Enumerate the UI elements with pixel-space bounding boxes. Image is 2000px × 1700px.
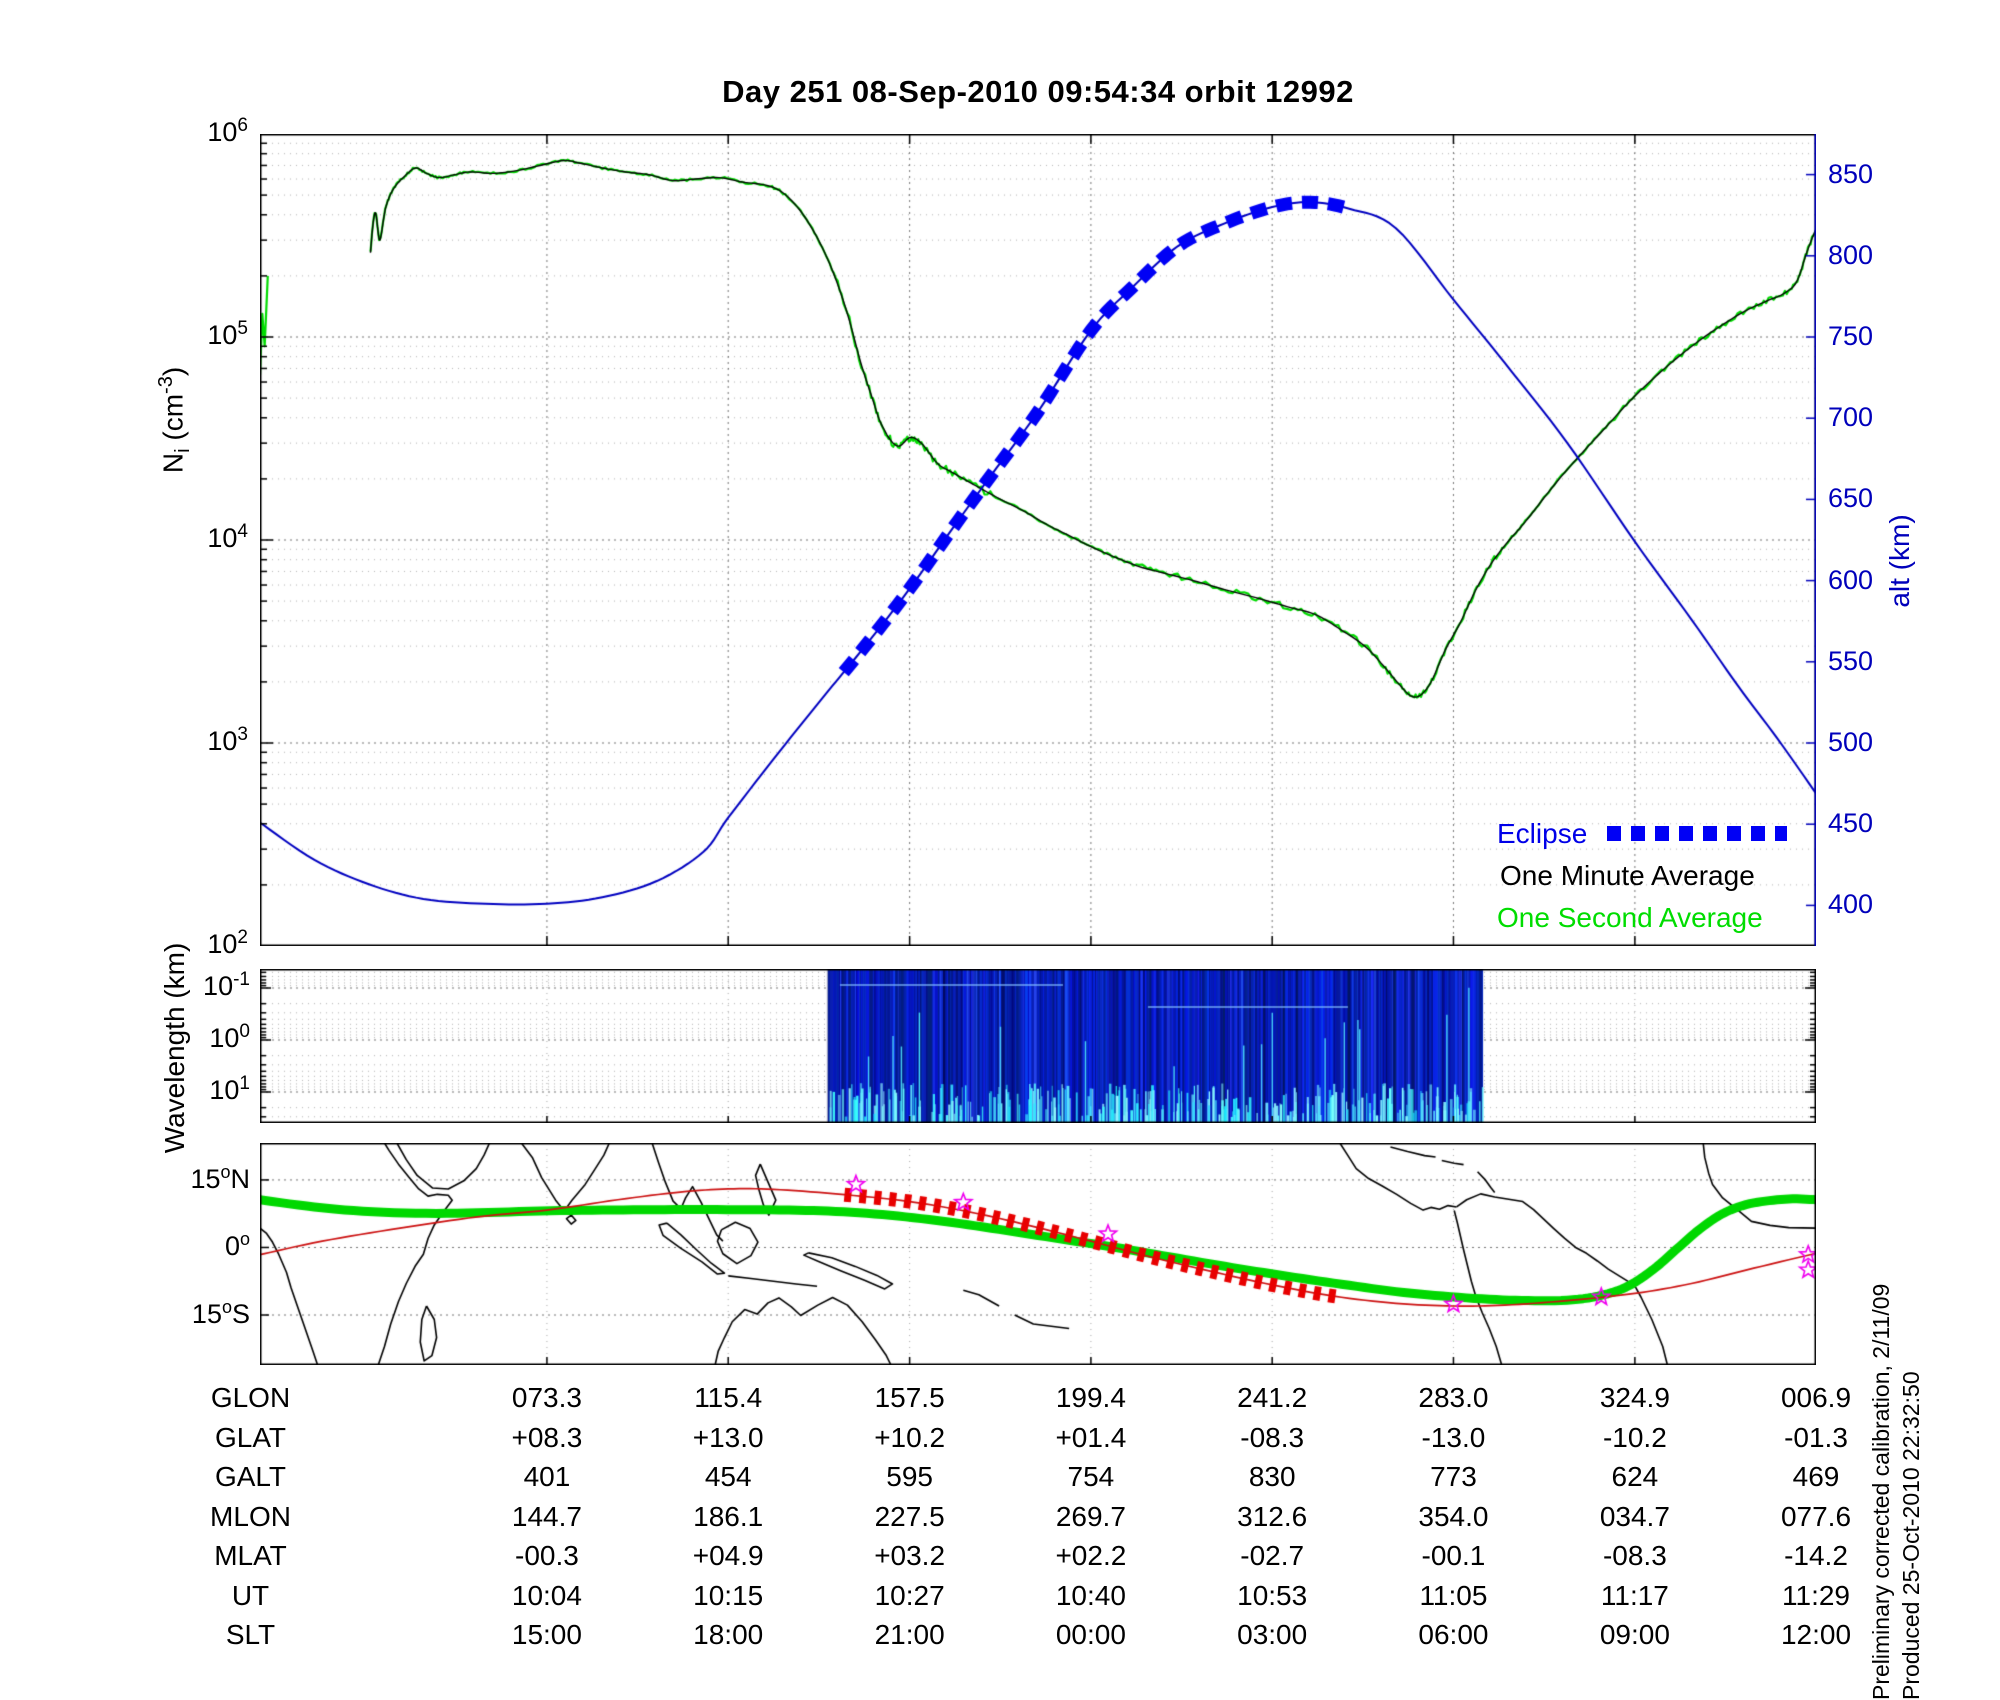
wavelength-tick-label: 100 bbox=[209, 1020, 250, 1053]
table-cell: 227.5 bbox=[874, 1501, 945, 1532]
side-note-produced: Produced 25-Oct-2010 22:32:50 bbox=[1898, 1371, 1924, 1700]
table-cell: 15:00 bbox=[511, 1619, 582, 1650]
table-cell: 186.1 bbox=[693, 1501, 764, 1532]
legend-eclipse-label: Eclipse bbox=[1497, 818, 1588, 849]
table-cell: 18:00 bbox=[693, 1619, 764, 1650]
table-cell: 077.6 bbox=[1780, 1501, 1852, 1532]
altitude-tick-label: 500 bbox=[1828, 727, 1874, 757]
map-lat-label: 15oS bbox=[191, 1297, 250, 1330]
altitude-tick-label: 550 bbox=[1828, 645, 1874, 676]
table-cell: -01.3 bbox=[1784, 1422, 1848, 1453]
legend-one-second-label: One Second Average bbox=[1497, 902, 1763, 933]
table-cell: 11:05 bbox=[1419, 1580, 1488, 1611]
table-cell: -02.7 bbox=[1240, 1540, 1305, 1571]
wavelength-tick-label: 101 bbox=[209, 1072, 250, 1105]
density-tick-label: 104 bbox=[207, 521, 248, 553]
table-cell: -14.2 bbox=[1784, 1540, 1848, 1571]
table-cell: 157.5 bbox=[874, 1382, 945, 1413]
map-lat-label: 15oN bbox=[190, 1161, 250, 1194]
altitude-tick-label: 850 bbox=[1828, 158, 1874, 189]
density-tick-label: 105 bbox=[207, 318, 248, 350]
table-cell: 12:00 bbox=[1780, 1619, 1852, 1650]
map-lat-label: 0o bbox=[224, 1229, 250, 1262]
table-cell: 595 bbox=[886, 1461, 933, 1492]
wavelength-spectrogram-canvas bbox=[260, 969, 1816, 1123]
table-cell: 115.4 bbox=[694, 1382, 763, 1413]
table-cell: 10:15 bbox=[693, 1580, 764, 1611]
table-cell: 21:00 bbox=[874, 1619, 945, 1650]
legend-one-minute-label: One Minute Average bbox=[1500, 860, 1755, 891]
table-cell: +13.0 bbox=[692, 1422, 764, 1453]
table-cell: -13.0 bbox=[1421, 1422, 1486, 1453]
table-cell: +03.2 bbox=[874, 1540, 946, 1571]
table-cell: 06:00 bbox=[1418, 1619, 1489, 1650]
table-cell: 11:17 bbox=[1600, 1580, 1669, 1611]
table-cell: 241.2 bbox=[1237, 1382, 1308, 1413]
table-cell: 006.9 bbox=[1780, 1382, 1852, 1413]
table-cell: +04.9 bbox=[692, 1540, 764, 1571]
table-cell: +08.3 bbox=[511, 1422, 583, 1453]
density-altitude-plot-canvas bbox=[260, 134, 1816, 946]
density-tick-label: 102 bbox=[207, 927, 248, 959]
side-note-calibration: Preliminary corrected calibration, 2/11/… bbox=[1868, 1283, 1894, 1700]
table-cell: 10:53 bbox=[1237, 1580, 1308, 1611]
altitude-tick-label: 750 bbox=[1828, 321, 1874, 351]
table-cell: 269.7 bbox=[1055, 1501, 1126, 1532]
table-row-label: MLAT bbox=[214, 1540, 287, 1571]
table-cell: 10:40 bbox=[1055, 1580, 1126, 1611]
density-tick-label: 106 bbox=[207, 115, 248, 147]
table-row-label: SLT bbox=[225, 1619, 276, 1650]
table-cell: +02.2 bbox=[1055, 1540, 1127, 1571]
table-cell: 283.0 bbox=[1418, 1382, 1489, 1413]
table-cell: 144.7 bbox=[511, 1501, 582, 1532]
legend-eclipse-swatch bbox=[1607, 826, 1787, 841]
table-cell: 773 bbox=[1430, 1461, 1477, 1492]
altitude-tick-label: 600 bbox=[1828, 564, 1874, 595]
table-cell: 073.3 bbox=[511, 1382, 582, 1413]
table-cell: 401 bbox=[523, 1461, 571, 1492]
ground-track-map-canvas bbox=[260, 1143, 1816, 1365]
table-cell: 312.6 bbox=[1237, 1501, 1308, 1532]
table-cell: 09:00 bbox=[1599, 1619, 1670, 1650]
wavelength-tick-label: 10-1 bbox=[203, 969, 250, 1001]
table-row-label: GLON bbox=[210, 1382, 291, 1413]
table-row-label: MLON bbox=[210, 1501, 291, 1532]
table-cell: 454 bbox=[704, 1461, 752, 1492]
altitude-tick-label: 700 bbox=[1828, 402, 1874, 433]
table-cell: +10.2 bbox=[874, 1422, 946, 1453]
table-cell: 11:29 bbox=[1782, 1580, 1850, 1611]
table-cell: 624 bbox=[1611, 1461, 1659, 1492]
table-cell: 754 bbox=[1067, 1461, 1115, 1492]
altitude-tick-label: 450 bbox=[1828, 808, 1874, 839]
table-cell: -00.1 bbox=[1421, 1540, 1486, 1571]
table-cell: 354.0 bbox=[1418, 1501, 1489, 1532]
page-title: Day 251 08-Sep-2010 09:54:34 orbit 12992 bbox=[722, 74, 1354, 109]
table-cell: 199.4 bbox=[1055, 1382, 1126, 1413]
altitude-tick-label: 800 bbox=[1828, 239, 1874, 270]
table-cell: -00.3 bbox=[515, 1540, 579, 1571]
table-cell: -10.2 bbox=[1602, 1422, 1667, 1453]
table-cell: 10:04 bbox=[511, 1580, 582, 1611]
table-cell: -08.3 bbox=[1602, 1540, 1667, 1571]
table-cell: 324.9 bbox=[1599, 1382, 1670, 1413]
table-cell: 830 bbox=[1248, 1461, 1296, 1492]
table-cell: 10:27 bbox=[874, 1580, 945, 1611]
table-row-label: GLAT bbox=[214, 1422, 287, 1453]
table-cell: -08.3 bbox=[1240, 1422, 1305, 1453]
table-cell: 469 bbox=[1792, 1461, 1840, 1492]
altitude-tick-label: 650 bbox=[1828, 483, 1874, 514]
altitude-tick-label: 400 bbox=[1828, 889, 1874, 920]
table-cell: 034.7 bbox=[1599, 1501, 1670, 1532]
table-row-label: GALT bbox=[214, 1461, 287, 1492]
table-cell: 03:00 bbox=[1237, 1619, 1308, 1650]
table-cell: 00:00 bbox=[1055, 1619, 1126, 1650]
density-tick-label: 103 bbox=[207, 724, 248, 756]
table-row-label: UT bbox=[231, 1580, 270, 1611]
table-cell: +01.4 bbox=[1055, 1422, 1127, 1453]
